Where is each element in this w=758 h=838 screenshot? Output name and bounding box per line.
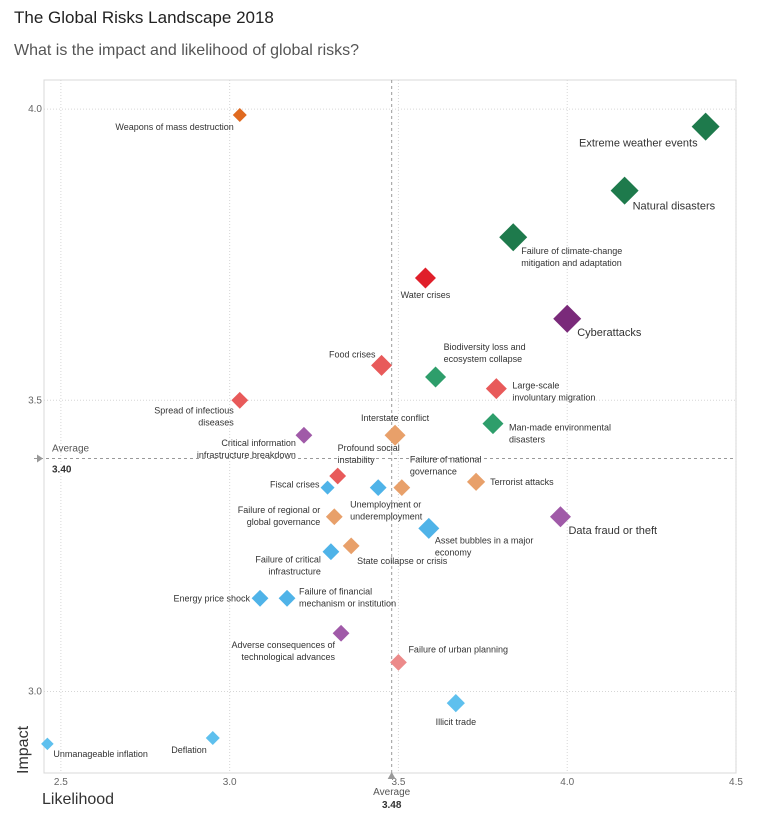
data-label: Critical information	[221, 438, 296, 448]
data-label: Asset bubbles in a major	[435, 535, 534, 545]
data-label: disasters	[509, 435, 546, 445]
data-point	[278, 589, 296, 607]
data-label: infrastructure	[268, 567, 321, 577]
y-tick-label: 3.5	[28, 395, 42, 406]
data-point	[232, 107, 247, 122]
data-label: Profound social	[338, 443, 400, 453]
data-point	[425, 366, 447, 388]
data-label: Water crises	[401, 290, 451, 300]
data-label: Deflation	[171, 745, 207, 755]
data-label: Terrorist attacks	[490, 477, 554, 487]
average-x-label: Average	[373, 787, 411, 798]
data-label: Failure of regional or	[238, 505, 321, 515]
data-point	[320, 480, 335, 495]
data-label: Biodiversity loss and	[444, 342, 526, 352]
data-point	[418, 517, 440, 539]
data-label: Unmanageable inflation	[53, 749, 148, 759]
x-tick-label: 4.0	[560, 777, 574, 788]
x-tick-label: 3.0	[223, 777, 237, 788]
data-label: Food crises	[329, 349, 376, 359]
data-label: Data fraud or theft	[568, 525, 657, 537]
data-point	[295, 426, 313, 444]
data-label: Energy price shock	[173, 593, 250, 603]
data-point	[325, 508, 343, 526]
data-label: Unemployment or	[350, 500, 421, 510]
data-point	[499, 223, 528, 252]
plot-frame	[43, 79, 737, 774]
data-label: Man-made environmental	[509, 423, 611, 433]
data-label: Illicit trade	[436, 717, 477, 727]
data-point	[446, 694, 465, 713]
x-tick-label: 4.5	[729, 777, 743, 788]
y-axis-title: Impact	[15, 725, 32, 774]
data-label: global governance	[247, 517, 321, 527]
data-label: State collapse or crisis	[357, 556, 448, 566]
data-label: Large-scale	[512, 381, 559, 391]
data-label: mechanism or institution	[299, 598, 396, 608]
data-point	[251, 589, 269, 607]
data-point	[610, 176, 639, 205]
chart-title: The Global Risks Landscape 2018	[14, 8, 274, 27]
data-point	[369, 479, 387, 497]
data-label: diseases	[198, 417, 234, 427]
data-label: mitigation and adaptation	[521, 258, 622, 268]
x-axis-title: Likelihood	[42, 791, 114, 808]
data-label: instability	[338, 455, 376, 465]
data-point	[466, 472, 486, 491]
data-point	[384, 424, 406, 446]
average-x-marker-icon	[387, 772, 396, 779]
y-tick-label: 3.0	[28, 686, 42, 697]
data-label: Failure of climate-change	[521, 246, 622, 256]
data-label: infrastructure breakdown	[197, 450, 296, 460]
data-label: Weapons of mass destruction	[115, 122, 233, 132]
data-label: governance	[410, 467, 457, 477]
data-label: Failure of critical	[255, 555, 321, 565]
data-point	[553, 304, 582, 333]
data-point	[332, 624, 350, 642]
data-point	[485, 378, 507, 400]
data-label: Natural disasters	[633, 201, 716, 213]
data-label: Fiscal crises	[270, 480, 320, 490]
average-y-label: Average	[52, 444, 90, 455]
data-label: involuntary migration	[512, 393, 595, 403]
data-point	[342, 537, 360, 555]
data-point	[482, 413, 504, 435]
average-x-value: 3.48	[382, 800, 402, 811]
data-label: Spread of infectious	[154, 405, 234, 415]
data-point	[322, 543, 340, 561]
data-point	[231, 391, 249, 409]
data-label: Failure of urban planning	[408, 644, 508, 654]
data-label: underemployment	[350, 512, 423, 522]
data-label: economy	[435, 547, 472, 557]
data-label: technological advances	[241, 652, 335, 662]
data-point	[390, 653, 407, 671]
data-label: Interstate conflict	[361, 413, 430, 423]
data-point	[41, 737, 54, 751]
data-point	[414, 267, 436, 289]
data-point	[205, 731, 220, 746]
data-label: Failure of national	[410, 455, 482, 465]
average-y-value: 3.40	[52, 465, 72, 476]
chart-subtitle: What is the impact and likelihood of glo…	[14, 42, 360, 59]
data-point	[329, 467, 347, 485]
data-label: Failure of financial	[299, 586, 372, 596]
x-tick-label: 2.5	[54, 777, 68, 788]
data-point	[691, 112, 720, 141]
data-point	[371, 354, 393, 376]
data-label: Adverse consequences of	[231, 640, 335, 650]
data-label: Cyberattacks	[577, 327, 642, 339]
data-point	[549, 506, 571, 528]
x-tick-label: 3.5	[391, 777, 405, 788]
data-label: Extreme weather events	[579, 138, 698, 150]
data-label: ecosystem collapse	[444, 354, 523, 364]
data-point	[393, 479, 411, 497]
average-y-marker-icon	[37, 454, 43, 463]
y-tick-label: 4.0	[28, 104, 42, 115]
